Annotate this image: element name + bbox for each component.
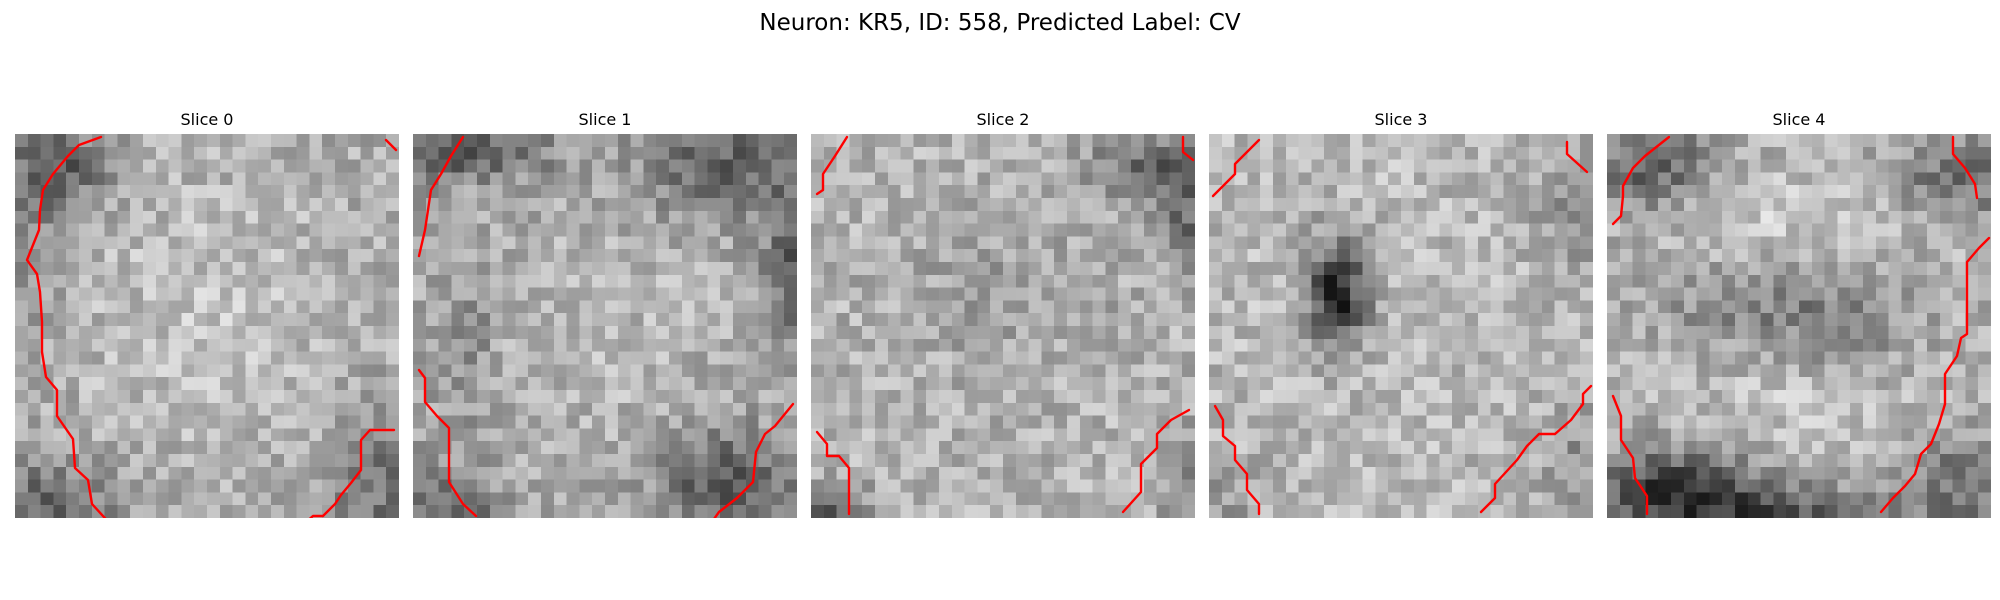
slice-title: Slice 2 xyxy=(811,110,1195,130)
neuron-contour xyxy=(1215,406,1259,514)
neuron-contour xyxy=(1881,238,1989,512)
neuron-contour xyxy=(1953,137,1977,198)
neuron-contour xyxy=(1123,410,1189,512)
neuron-contour-overlay xyxy=(1209,134,1593,518)
neuron-contour-overlay xyxy=(15,134,399,518)
slice-image xyxy=(1607,134,1991,518)
neuron-contour xyxy=(1613,137,1669,224)
neuron-contour xyxy=(817,432,849,514)
neuron-contour xyxy=(299,430,394,518)
neuron-contour xyxy=(386,140,396,150)
slice-image xyxy=(15,134,399,518)
slice-image xyxy=(1209,134,1593,518)
neuron-contour xyxy=(419,370,476,516)
neuron-contour-overlay xyxy=(413,134,797,518)
slice-title: Slice 0 xyxy=(15,110,399,130)
neuron-contour xyxy=(709,404,793,518)
neuron-contour xyxy=(1567,142,1587,172)
neuron-contour xyxy=(27,137,114,518)
neuron-contour xyxy=(1481,386,1591,512)
slice-image xyxy=(413,134,797,518)
neuron-contour xyxy=(1613,396,1647,514)
slice-title: Slice 1 xyxy=(413,110,797,130)
figure-title: Neuron: KR5, ID: 558, Predicted Label: C… xyxy=(0,8,2000,38)
neuron-contour-overlay xyxy=(1607,134,1991,518)
neuron-contour xyxy=(817,137,847,194)
neuron-contour xyxy=(1183,137,1193,160)
neuron-contour xyxy=(1213,140,1259,196)
slice-title: Slice 4 xyxy=(1607,110,1991,130)
slice-title: Slice 3 xyxy=(1209,110,1593,130)
neuron-contour-overlay xyxy=(811,134,1195,518)
slice-image xyxy=(811,134,1195,518)
neuron-contour xyxy=(419,137,463,256)
